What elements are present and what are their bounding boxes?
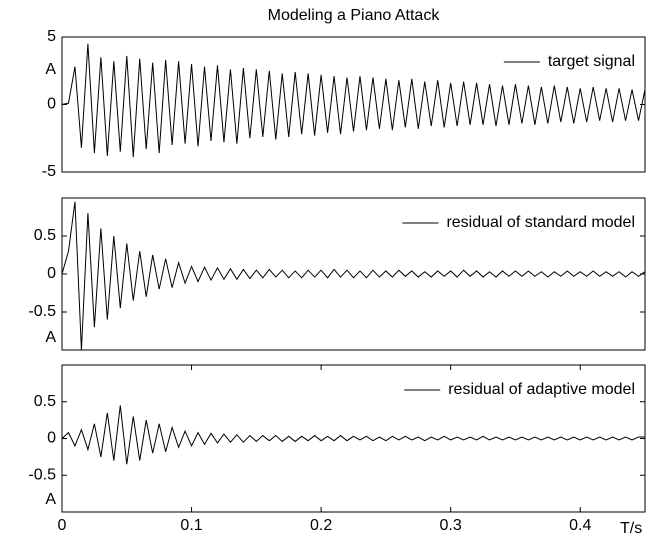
y-tick-label: -0.5 [28, 466, 56, 483]
x-tick-label: 0.2 [310, 517, 332, 534]
y-tick-label: -5 [42, 163, 56, 180]
x-tick-label: 0 [58, 517, 67, 534]
plot-frame [61, 364, 646, 513]
y-axis-label: A [45, 329, 56, 346]
y-tick-label: -0.5 [28, 303, 56, 320]
y-axis-label: A [45, 61, 56, 78]
y-tick-label: 0.5 [34, 227, 56, 244]
x-tick-label: 0.3 [440, 517, 462, 534]
legend-label: residual of standard model [446, 214, 635, 231]
y-tick-label: 0 [47, 265, 56, 282]
series-line [61, 405, 645, 465]
plot-frame [61, 36, 646, 173]
x-tick-label: 0.4 [569, 517, 591, 534]
x-tick-label: 0.1 [180, 517, 202, 534]
y-tick-label: 0 [47, 430, 56, 447]
legend-label: target signal [548, 53, 635, 70]
x-axis-label: T/s [620, 520, 642, 535]
plot-frame [61, 197, 646, 351]
chart-title: Modeling a Piano Attack [268, 7, 441, 24]
y-axis-label: A [45, 491, 56, 508]
y-tick-label: 0.5 [34, 393, 56, 410]
y-tick-label: 5 [47, 28, 56, 45]
series-line [61, 43, 646, 158]
series-line [61, 201, 646, 351]
legend-label: residual of adaptive model [448, 381, 635, 398]
y-tick-label: 0 [47, 96, 56, 113]
